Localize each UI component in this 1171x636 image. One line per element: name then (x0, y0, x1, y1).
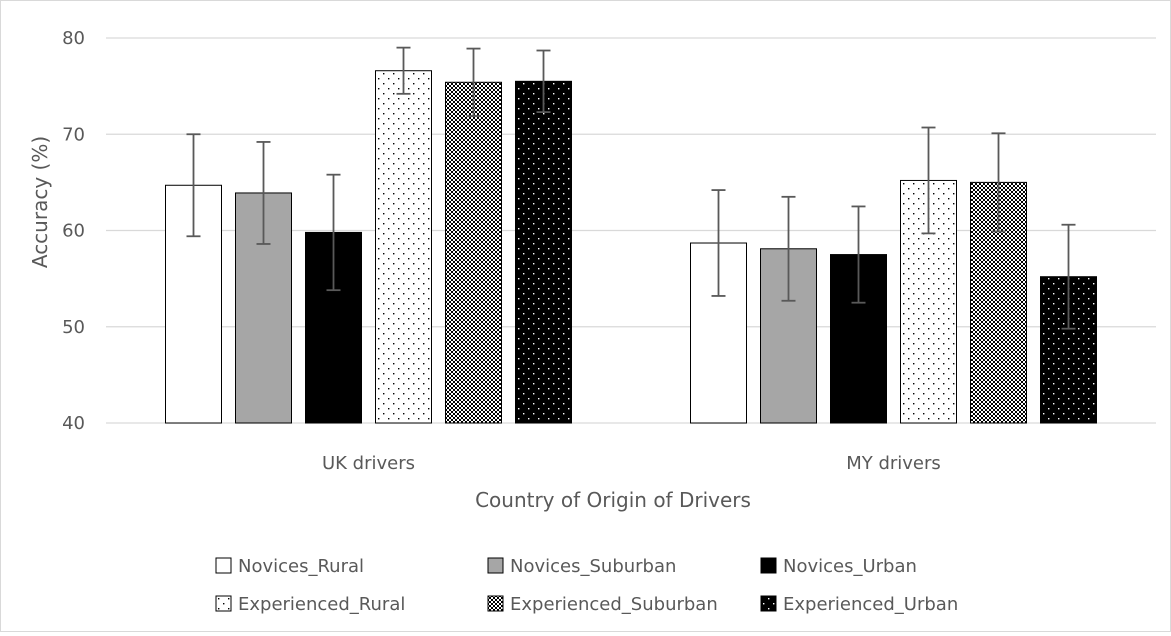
legend-swatch (215, 595, 232, 612)
y-tick-label: 80 (62, 28, 85, 49)
y-tick-label: 70 (62, 124, 85, 145)
legend-label: Experienced_Suburban (510, 594, 718, 615)
legend-swatch (760, 557, 777, 574)
legend-label: Experienced_Urban (783, 594, 958, 615)
legend-item: Novices_Rural (215, 556, 364, 577)
legend-item: Experienced_Suburban (487, 594, 718, 615)
legend-swatch (487, 595, 504, 612)
x-category-label: UK drivers (322, 453, 415, 474)
bar-experienced-suburban (445, 81, 502, 424)
legend: Novices_Rural Novices_Suburban Novices_Urb… (215, 556, 958, 615)
y-tick-label: 50 (62, 317, 85, 338)
x-axis-title: Country of Origin of Drivers (475, 488, 751, 512)
legend-swatch (487, 557, 504, 574)
legend-label: Novices_Urban (783, 556, 917, 577)
error-bars (186, 46, 1076, 330)
bar-novices-suburban (235, 192, 292, 424)
bar-experienced-urban (515, 80, 572, 424)
legend-label: Novices_Rural (238, 556, 364, 577)
x-axis-categories: UK drivers MY drivers (322, 453, 941, 474)
y-tick-label: 40 (62, 413, 85, 434)
legend-item: Experienced_Rural (215, 594, 405, 615)
y-axis-title: Accuracy (%) (28, 136, 52, 268)
y-tick-label: 60 (62, 221, 85, 242)
legend-label: Experienced_Rural (238, 594, 405, 615)
bars (165, 70, 1097, 424)
legend-label: Novices_Suburban (510, 556, 676, 577)
legend-item: Novices_Urban (760, 556, 917, 577)
legend-item: Experienced_Urban (760, 594, 958, 615)
bar-experienced-rural (375, 70, 432, 424)
legend-item: Novices_Suburban (487, 556, 676, 577)
y-axis-ticks: 40 50 60 70 80 (62, 28, 85, 434)
legend-swatch (215, 557, 232, 574)
x-category-label: MY drivers (846, 453, 941, 474)
legend-swatch (760, 595, 777, 612)
